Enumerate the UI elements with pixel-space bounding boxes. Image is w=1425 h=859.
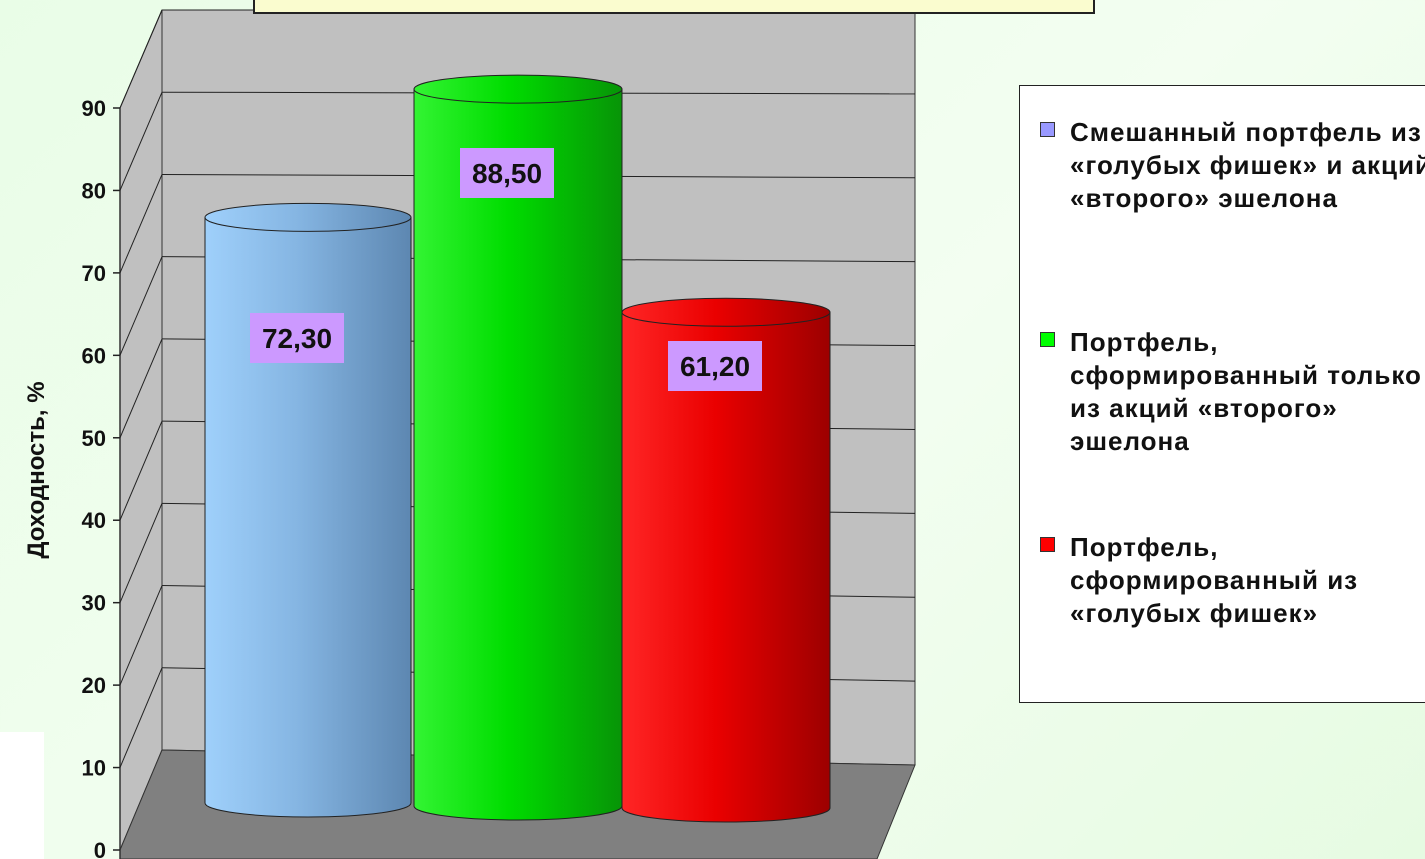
gridline-side xyxy=(119,667,163,768)
data-label-background xyxy=(250,313,344,363)
y-tick-label: 80 xyxy=(82,178,106,203)
data-label: 61,20 xyxy=(680,351,750,382)
data-label-background xyxy=(668,341,762,391)
y-tick-label: 50 xyxy=(82,426,106,451)
gridline-side xyxy=(119,585,163,686)
gridline-side xyxy=(119,92,163,191)
legend-label: Портфель, сформированный из «голубых фиш… xyxy=(1070,532,1359,628)
y-tick-label: 20 xyxy=(82,673,106,698)
legend-swatch-green xyxy=(1040,332,1055,347)
gridline-side xyxy=(119,338,163,438)
y-axis-label: Доходность, % xyxy=(23,381,50,558)
y-tick-label: 30 xyxy=(82,591,106,616)
chart-title-box xyxy=(253,0,1095,14)
y-tick-label: 40 xyxy=(82,508,106,533)
y-tick-label: 10 xyxy=(82,756,106,781)
bar-cylinder-body xyxy=(413,88,623,821)
background-patch xyxy=(0,732,44,859)
bar-cylinder-body xyxy=(621,311,831,823)
legend-label: Смешанный портфель из «голубых фишек» и … xyxy=(1070,117,1425,213)
legend: Смешанный портфель из «голубых фишек» и … xyxy=(1019,85,1425,703)
gridline-side xyxy=(119,174,163,274)
gridline-side xyxy=(119,9,163,109)
gridline-side xyxy=(119,256,163,356)
y-tick-label: 90 xyxy=(82,96,106,121)
plot-side-wall xyxy=(119,9,163,851)
legend-label: Портфель, сформированный только из акций… xyxy=(1070,327,1422,456)
bar-cylinder-body xyxy=(204,216,412,818)
bar-cylinder-top xyxy=(621,297,831,327)
data-label-background xyxy=(460,148,554,198)
legend-swatch-red xyxy=(1040,537,1055,552)
gridline-side xyxy=(119,503,163,603)
y-tick-label: 70 xyxy=(82,261,106,286)
legend-swatch-blue xyxy=(1040,122,1055,137)
y-tick-label: 0 xyxy=(94,838,106,859)
gridline-side xyxy=(119,420,163,521)
data-label: 72,30 xyxy=(262,323,332,354)
bar-cylinder-top xyxy=(204,202,412,232)
bar-cylinder-top xyxy=(413,74,623,104)
y-tick-label: 60 xyxy=(82,343,106,368)
data-label: 88,50 xyxy=(472,158,542,189)
